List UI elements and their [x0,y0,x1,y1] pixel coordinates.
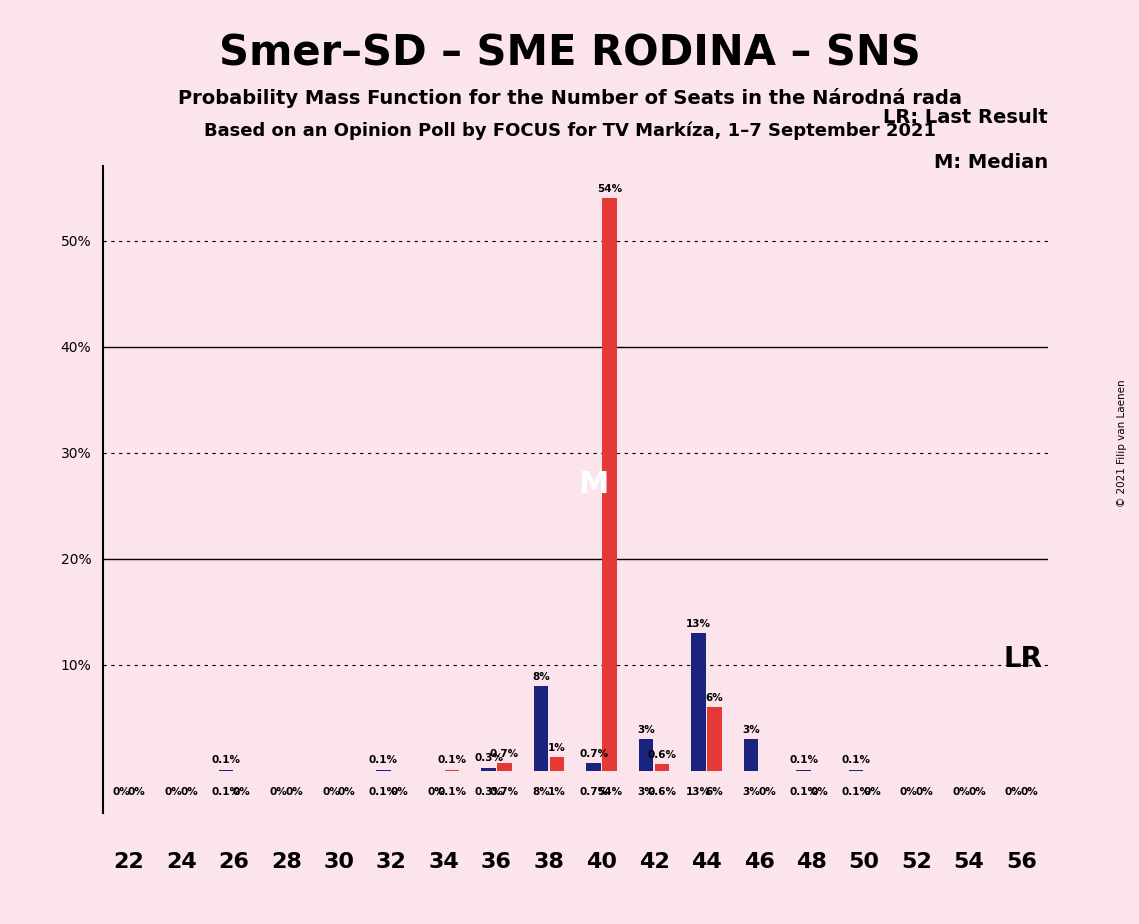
Text: 0.1%: 0.1% [437,786,466,796]
Text: 0%: 0% [232,786,251,796]
Bar [219,770,233,771]
Text: LR: Last Result: LR: Last Result [883,108,1048,128]
Text: 3%: 3% [637,786,655,796]
Bar [639,739,654,771]
Text: 0%: 0% [322,786,339,796]
Text: 3%: 3% [637,724,655,735]
Bar [376,770,391,771]
Bar [655,764,669,771]
Text: 0.6%: 0.6% [647,750,677,760]
Text: 0%: 0% [112,786,130,796]
Text: 0%: 0% [900,786,918,796]
Bar [603,198,616,771]
Text: 6%: 6% [705,786,723,796]
Text: 0.1%: 0.1% [437,756,466,765]
Text: LR: LR [1003,645,1042,674]
Text: 0.7%: 0.7% [579,786,608,796]
Text: 0%: 0% [180,786,198,796]
Text: 0%: 0% [164,786,182,796]
Text: M: M [579,470,608,499]
Text: 0.1%: 0.1% [789,756,818,765]
Bar [691,633,706,771]
Text: 0%: 0% [338,786,355,796]
Text: 0%: 0% [811,786,828,796]
Text: 0%: 0% [1005,786,1023,796]
Bar [444,770,459,771]
Text: 0.1%: 0.1% [842,786,870,796]
Text: 0%: 0% [270,786,287,796]
Text: 0%: 0% [1021,786,1039,796]
Text: 0.3%: 0.3% [474,786,503,796]
Text: 0.3%: 0.3% [474,753,503,763]
Text: 0%: 0% [968,786,986,796]
Text: 0.1%: 0.1% [369,756,398,765]
Text: 0.7%: 0.7% [579,749,608,759]
Bar [849,770,863,771]
Text: 0.6%: 0.6% [647,786,677,796]
Text: 3%: 3% [743,786,760,796]
Text: 0%: 0% [427,786,445,796]
Bar [534,686,548,771]
Text: 6%: 6% [705,693,723,703]
Text: 13%: 13% [686,619,711,628]
Bar [707,707,722,771]
Text: 0.7%: 0.7% [490,786,519,796]
Text: 8%: 8% [532,672,550,682]
Text: 0%: 0% [863,786,880,796]
Bar [744,739,759,771]
Text: M: Median: M: Median [934,153,1048,173]
Text: 3%: 3% [743,724,760,735]
Text: 0%: 0% [286,786,303,796]
Bar [796,770,811,771]
Text: 1%: 1% [548,786,566,796]
Text: 54%: 54% [597,184,622,194]
Text: 0.1%: 0.1% [789,786,818,796]
Text: 0.1%: 0.1% [212,756,240,765]
Text: 0%: 0% [759,786,776,796]
Text: 0%: 0% [952,786,970,796]
Text: 0.1%: 0.1% [212,786,240,796]
Text: 0%: 0% [391,786,408,796]
Text: 13%: 13% [686,786,711,796]
Text: 0.1%: 0.1% [842,756,870,765]
Bar [587,763,600,771]
Bar [482,768,495,771]
Text: Based on an Opinion Poll by FOCUS for TV Markíza, 1–7 September 2021: Based on an Opinion Poll by FOCUS for TV… [204,122,935,140]
Bar [550,757,564,771]
Text: 8%: 8% [532,786,550,796]
Text: © 2021 Filip van Laenen: © 2021 Filip van Laenen [1117,380,1126,507]
Text: 0%: 0% [128,786,146,796]
Text: 0.1%: 0.1% [369,786,398,796]
Text: 1%: 1% [548,743,566,753]
Text: 54%: 54% [597,786,622,796]
Text: Probability Mass Function for the Number of Seats in the Národná rada: Probability Mass Function for the Number… [178,88,961,108]
Text: Smer–SD – SME RODINA – SNS: Smer–SD – SME RODINA – SNS [219,32,920,74]
Bar [497,763,511,771]
Text: 0%: 0% [916,786,933,796]
Text: 0.7%: 0.7% [490,749,519,759]
